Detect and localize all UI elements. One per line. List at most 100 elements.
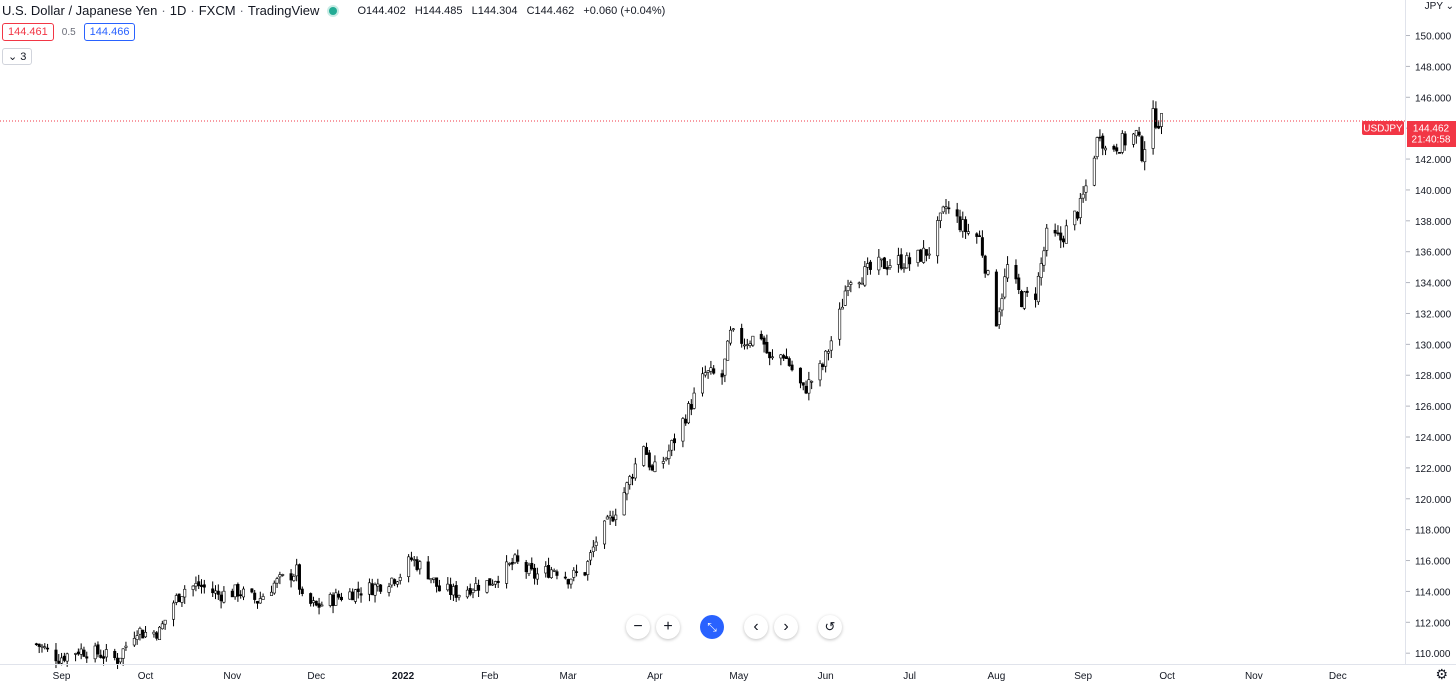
candle-body xyxy=(586,561,590,575)
time-axis[interactable]: Sep Oct Nov Dec 2022 Feb Mar Apr May Jun Jul Aug Sep… xyxy=(53,671,1347,682)
candle-body xyxy=(278,574,282,578)
candle-body xyxy=(1076,211,1080,219)
candle-body xyxy=(292,576,296,581)
currency-selector[interactable]: JPY ⌄ xyxy=(1424,1,1454,12)
candle-body xyxy=(241,588,245,598)
candle-body xyxy=(779,354,783,359)
candle-body xyxy=(415,559,419,570)
candle-body xyxy=(93,645,97,660)
candle-body xyxy=(681,418,685,442)
candle-body xyxy=(944,206,948,209)
bar-countdown: 21:40:58 xyxy=(1412,135,1451,146)
candle-body xyxy=(994,271,998,327)
candle-body xyxy=(759,333,763,340)
candle-body xyxy=(1062,238,1066,243)
candle-body xyxy=(589,552,593,561)
candle-body xyxy=(927,253,931,256)
candle-body xyxy=(351,591,355,601)
scroll-right-button[interactable]: › xyxy=(774,615,798,639)
candle-body xyxy=(924,249,928,256)
candle-body xyxy=(180,596,184,603)
candle-body xyxy=(172,602,176,620)
candle-body xyxy=(222,590,226,603)
price-tick-label: 140.000 xyxy=(1415,186,1452,197)
ohlc-values: O144.402 H144.485 L144.304 C144.462 +0.0… xyxy=(357,5,671,17)
gear-icon[interactable]: ⚙ xyxy=(1435,666,1448,682)
candle-body xyxy=(446,583,450,591)
candle-body xyxy=(566,579,570,585)
price-tick-label: 118.000 xyxy=(1415,526,1451,537)
candle-body xyxy=(628,476,632,486)
candle-body xyxy=(821,364,825,367)
candle-body xyxy=(964,219,968,233)
candle-body xyxy=(507,563,511,565)
candle-body xyxy=(670,440,674,451)
candle-body xyxy=(104,649,108,658)
candle-body xyxy=(740,327,744,344)
candle-body xyxy=(1014,265,1018,280)
price-tick-label: 116.000 xyxy=(1415,557,1451,568)
candle-body xyxy=(339,596,343,601)
candle-body xyxy=(1017,277,1021,290)
candle-body xyxy=(751,335,755,346)
time-tick-label: Aug xyxy=(987,671,1005,682)
candle-body xyxy=(547,565,551,578)
candle-body xyxy=(465,589,469,598)
candle-body xyxy=(1025,290,1029,293)
candle-body xyxy=(412,559,416,561)
candle-body xyxy=(664,457,668,461)
candle-body xyxy=(902,267,906,270)
market-status-icon[interactable] xyxy=(329,6,338,15)
candle-body xyxy=(132,638,136,646)
price-axis[interactable]: 150.000148.000146.000144.000142.000140.0… xyxy=(1406,32,1452,661)
candle-body xyxy=(611,516,615,522)
candle-body xyxy=(1101,135,1105,149)
candle-body xyxy=(116,657,120,664)
candle-body xyxy=(555,571,559,576)
buy-button[interactable]: 144.466 xyxy=(83,23,136,41)
candle-body xyxy=(1143,149,1147,163)
time-tick-label: Nov xyxy=(1245,671,1263,682)
reset-chart-button[interactable]: ↺ xyxy=(818,615,842,639)
candle-body xyxy=(496,580,500,583)
reset-scale-button[interactable]: ⤡ xyxy=(700,615,724,639)
candle-body xyxy=(1123,133,1127,146)
candle-body xyxy=(882,257,886,269)
symbol-title[interactable]: U.S. Dollar / Japanese Yen xyxy=(2,3,158,18)
candle-body xyxy=(866,263,870,268)
zoom-out-button[interactable]: − xyxy=(626,615,650,639)
scroll-left-button[interactable]: ‹ xyxy=(744,615,768,639)
candle-body xyxy=(787,358,791,366)
price-tick-label: 128.000 xyxy=(1415,371,1452,382)
candle-body xyxy=(818,363,822,381)
price-tick-label: 132.000 xyxy=(1415,309,1452,320)
chevron-down-icon: ⌄ xyxy=(8,51,18,63)
candle-body xyxy=(748,343,752,346)
candle-body xyxy=(1098,136,1102,139)
candle-body xyxy=(79,648,83,655)
candle-body xyxy=(493,581,497,585)
price-tick-label: 114.000 xyxy=(1415,587,1451,598)
price-tick-label: 142.000 xyxy=(1415,155,1452,166)
candle-body xyxy=(331,594,335,607)
interval-label[interactable]: 1D xyxy=(169,3,187,18)
candle-body xyxy=(863,266,867,286)
candle-body xyxy=(1137,131,1141,136)
candle-body xyxy=(770,356,774,359)
candle-body xyxy=(653,461,657,472)
candle-body xyxy=(356,588,360,593)
sell-button[interactable]: 144.461 xyxy=(2,23,54,41)
candle-body xyxy=(272,582,276,594)
indicators-toggle[interactable]: ⌄ 3 xyxy=(2,48,33,65)
candle-body xyxy=(614,514,618,520)
indicators-count: 3 xyxy=(20,51,27,63)
candle-body xyxy=(807,379,811,394)
time-tick-label: Oct xyxy=(1159,671,1175,682)
zoom-in-button[interactable]: + xyxy=(656,615,680,639)
price-tick-label: 122.000 xyxy=(1415,464,1452,475)
candle-body xyxy=(810,380,814,383)
candle-body xyxy=(314,600,318,606)
price-tick-label: 136.000 xyxy=(1415,248,1452,259)
candle-body xyxy=(239,594,243,597)
